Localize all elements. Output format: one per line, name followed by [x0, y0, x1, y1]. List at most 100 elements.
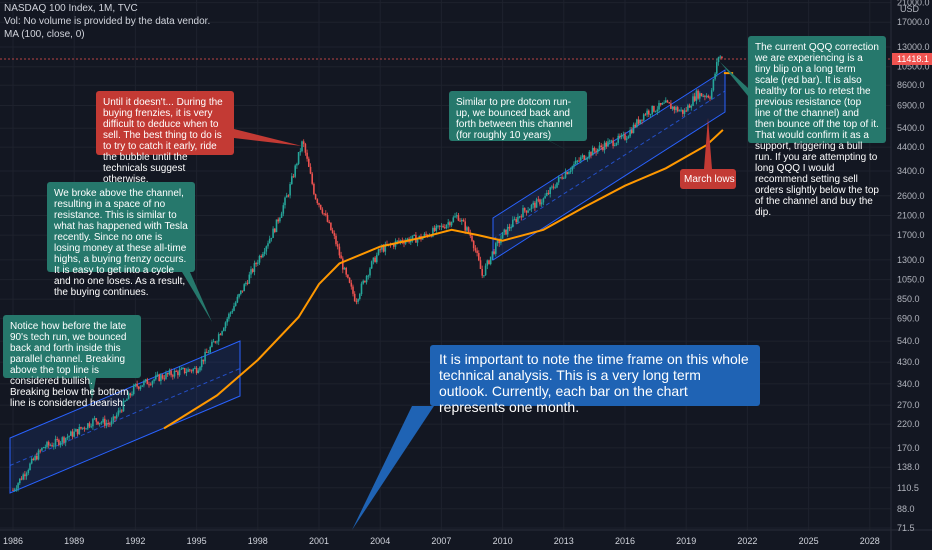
candle-body — [347, 274, 349, 278]
breakout-note[interactable]: We broke above the channel, resulting in… — [47, 182, 195, 298]
candle-body — [597, 148, 599, 153]
candle-body — [22, 474, 24, 480]
candle-body — [712, 79, 715, 91]
price-tick-label: 6900.0 — [897, 101, 925, 111]
candle-body — [200, 359, 203, 368]
candle-body — [214, 341, 217, 343]
candle-body — [496, 240, 499, 244]
candle-body — [503, 229, 506, 233]
candle-body — [437, 225, 439, 227]
candle-body — [716, 62, 718, 74]
price-tick-label: 138.0 — [897, 462, 920, 472]
candle-body — [189, 369, 191, 371]
candle-body — [279, 217, 281, 222]
time-axis[interactable]: 1986 1989 1992 1995 1998 2001 2004 2007 2010 2013… — [3, 536, 880, 546]
candle-body — [258, 255, 261, 263]
time-tick-label: 2016 — [615, 536, 635, 546]
candle-body — [299, 151, 302, 153]
candle-body — [648, 110, 650, 115]
candle-body — [583, 155, 585, 160]
candle-body — [629, 130, 631, 137]
candle-body — [581, 155, 584, 158]
timeframe-note[interactable]: It is important to note the time frame o… — [430, 345, 760, 415]
candle-body — [95, 418, 98, 422]
candle-body — [219, 334, 222, 336]
candle-body — [270, 237, 273, 239]
march-lows-note[interactable]: March lows — [680, 169, 736, 189]
candle-body — [112, 416, 115, 421]
candle-body — [166, 373, 169, 375]
candle-body — [450, 222, 453, 226]
candle-body — [24, 474, 26, 477]
candle-body — [183, 368, 186, 374]
candle-body — [462, 219, 465, 222]
candle-body — [126, 399, 128, 401]
candle-body — [61, 437, 64, 443]
price-tick-label: 690.0 — [897, 313, 920, 323]
price-axis[interactable]: 71.5 88.0 110.5 138.0 170.0 220.0 270.0 340.0 43… — [897, 0, 930, 533]
candle-body — [512, 219, 514, 228]
candle-body — [158, 374, 160, 382]
candle-body — [47, 442, 50, 446]
candle-body — [416, 238, 419, 243]
candle-body — [549, 187, 551, 194]
candle-body — [467, 227, 470, 233]
time-tick-label: 2019 — [676, 536, 696, 546]
candle-body — [170, 370, 172, 376]
candle-body — [593, 147, 596, 151]
candle-body — [678, 110, 681, 112]
dotcom-channel-note[interactable]: Similar to pre dotcom run-up, we bounced… — [449, 91, 587, 141]
candle-body — [486, 260, 489, 266]
candlesticks — [12, 55, 723, 492]
price-tick-label: 21000.0 — [897, 0, 930, 8]
candle-body — [127, 393, 130, 400]
candle-body — [636, 119, 638, 127]
candle-body — [673, 106, 676, 111]
bubble-note[interactable]: Until it doesn't... During the buying fr… — [96, 91, 234, 185]
candle-body — [107, 422, 109, 424]
candle-body — [314, 194, 317, 200]
candle-body — [217, 334, 220, 342]
candle-body — [160, 375, 162, 382]
candle-body — [49, 445, 52, 447]
candle-body — [345, 267, 347, 275]
candle-body — [139, 386, 142, 389]
candle-body — [226, 318, 228, 323]
price-tick-label: 270.0 — [897, 400, 920, 410]
candle-body — [517, 216, 519, 223]
candle-body — [537, 199, 540, 201]
candle-body — [649, 113, 652, 115]
candle-body — [228, 313, 230, 319]
candle-body — [539, 199, 541, 205]
candle-body — [104, 418, 106, 426]
candle-body — [131, 394, 133, 396]
candle-body — [382, 246, 385, 252]
correction-note[interactable]: The current QQQ correction we are experi… — [748, 36, 886, 218]
candle-body — [476, 250, 478, 254]
candle-body — [155, 375, 157, 380]
candle-body — [471, 235, 473, 241]
candle-body — [302, 141, 305, 144]
price-tick-label: 220.0 — [897, 419, 920, 429]
ma-legend[interactable]: MA (100, close, 0) — [4, 29, 85, 40]
candle-body — [479, 260, 482, 269]
candle-body — [699, 93, 701, 99]
candle-body — [682, 109, 684, 114]
candle-body — [274, 228, 276, 233]
candle-body — [693, 96, 696, 101]
candle-body — [690, 105, 693, 108]
candle-body — [294, 165, 296, 177]
candle-body — [87, 423, 89, 429]
candle-body — [433, 227, 436, 231]
candle-body — [187, 369, 189, 372]
channel-note[interactable]: Notice how before the late 90's tech run… — [3, 315, 141, 409]
candle-body — [343, 267, 346, 270]
candle-body — [355, 301, 358, 303]
candle-body — [330, 222, 332, 231]
last-price-value: 11418.1 — [897, 54, 929, 64]
candle-body — [156, 374, 159, 376]
candle-body — [637, 119, 640, 124]
candle-body — [51, 445, 53, 447]
candle-body — [192, 368, 194, 372]
candle-body — [607, 141, 609, 147]
